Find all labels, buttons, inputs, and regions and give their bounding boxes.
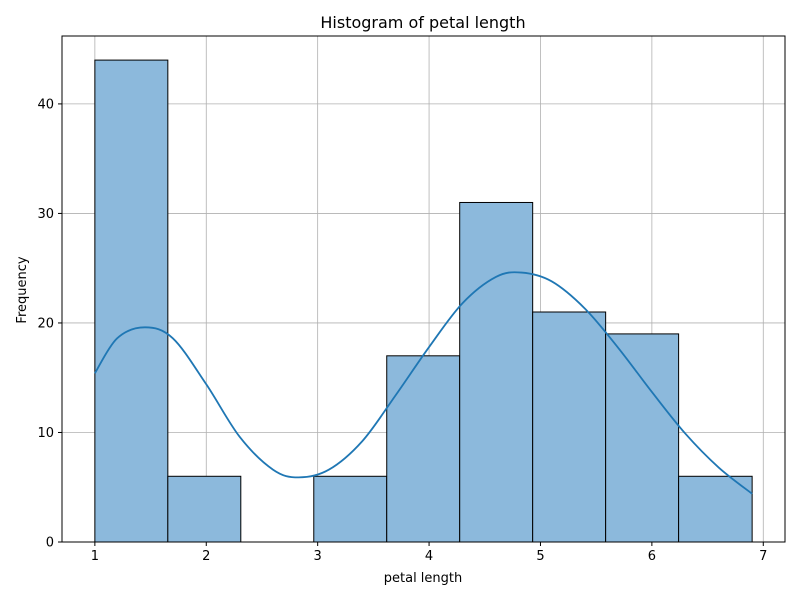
kde-curve-layer — [94, 271, 753, 495]
x-tick-label: 5 — [536, 549, 544, 564]
plot-frame — [61, 35, 786, 543]
histogram-bar — [605, 333, 680, 543]
x-tick-label: 4 — [425, 549, 433, 564]
histogram-bar — [167, 475, 242, 543]
histogram-bar — [313, 475, 388, 543]
histogram-bar — [386, 355, 461, 543]
y-tick-label: 30 — [37, 207, 54, 222]
histogram-bars — [94, 59, 753, 543]
histogram-bar — [94, 59, 169, 543]
y-tick-label: 0 — [46, 536, 54, 551]
histogram-bar — [459, 201, 534, 543]
histogram-bar — [678, 475, 753, 543]
y-tick-label: 10 — [37, 426, 54, 441]
x-axis-label: petal length — [384, 571, 463, 586]
x-tick-label: 7 — [759, 549, 767, 564]
x-tick-label: 3 — [314, 549, 322, 564]
axes-frame — [61, 35, 786, 543]
chart-title: Histogram of petal length — [320, 13, 525, 32]
y-tick-label: 40 — [37, 97, 54, 112]
y-axis-label: Frequency — [15, 256, 30, 323]
y-tick-label: 20 — [37, 316, 54, 331]
x-tick-label: 2 — [202, 549, 210, 564]
axis-ticks: 1 2 3 4 5 6 7 0 10 20 30 40 — [37, 97, 767, 564]
histogram-bar — [532, 311, 607, 543]
kde-curve — [94, 271, 753, 495]
x-tick-label: 1 — [91, 549, 99, 564]
x-tick-label: 6 — [648, 549, 656, 564]
